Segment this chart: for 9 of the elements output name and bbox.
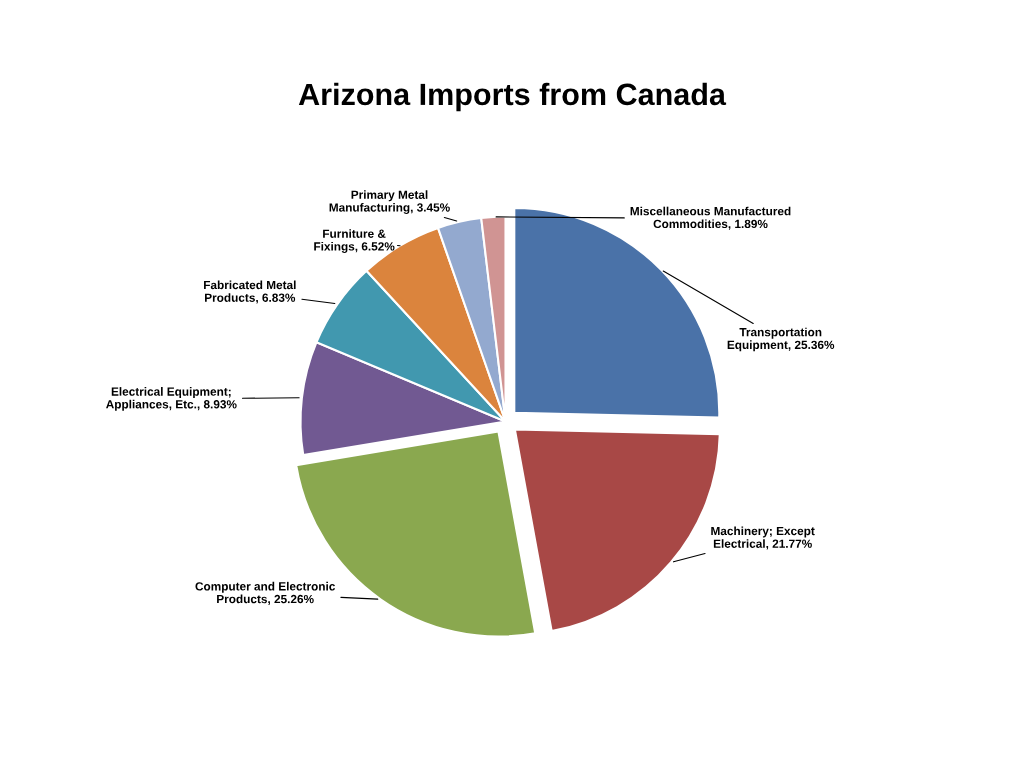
slice-label: Fabricated Metal Products, 6.83%	[204, 280, 296, 304]
slice-label: Furniture & Fixings, 6.52%	[314, 229, 395, 253]
slice-label: Miscellaneous Manufactured Commodities, 1.89%	[630, 206, 791, 230]
slice-label: Electrical Equipment; Appliances, Etc., 8.93%	[106, 387, 237, 411]
slice-label: Transportation Equipment, 25.36%	[727, 327, 835, 352]
slice-label: Primary Metal Manufacturing, 3.45%	[329, 190, 450, 215]
slice-label: Machinery; Except Electrical, 21.77%	[711, 526, 815, 550]
slice-label: Computer and Electronic Products, 25.26%	[195, 581, 336, 605]
chart-title: Arizona Imports from Canada	[298, 82, 727, 112]
